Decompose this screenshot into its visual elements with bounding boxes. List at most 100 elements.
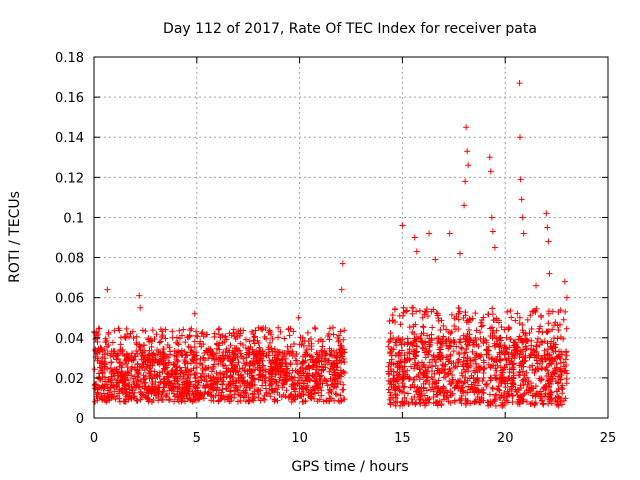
data-point [318, 347, 325, 354]
data-point [534, 390, 541, 397]
data-point [554, 388, 561, 395]
data-point [208, 397, 215, 404]
data-point [546, 270, 553, 277]
data-point [314, 379, 321, 386]
data-point [163, 381, 170, 388]
data-point [329, 324, 336, 331]
data-point [445, 345, 452, 352]
data-point [421, 361, 428, 368]
data-point [499, 375, 506, 382]
data-point [324, 382, 331, 389]
y-tick-label: 0.16 [55, 91, 84, 106]
data-point [105, 329, 112, 336]
data-point [126, 393, 133, 400]
data-point [429, 356, 436, 363]
data-point [226, 388, 233, 395]
data-point [208, 377, 215, 384]
data-point [447, 399, 454, 406]
data-point [148, 389, 155, 396]
data-point [331, 353, 338, 360]
data-point [410, 304, 417, 311]
data-point [390, 334, 397, 341]
data-point [427, 339, 434, 346]
data-point [507, 307, 514, 314]
data-point [439, 340, 446, 347]
data-point [109, 376, 116, 383]
data-point [318, 357, 325, 364]
data-point [193, 356, 200, 363]
data-point [520, 339, 527, 346]
data-point [517, 382, 524, 389]
data-point [555, 402, 562, 409]
data-point [112, 350, 119, 357]
data-point [549, 345, 556, 352]
data-point [117, 377, 124, 384]
data-point [529, 308, 536, 315]
data-point [193, 349, 200, 356]
data-point [275, 369, 282, 376]
data-point [148, 343, 155, 350]
data-point [128, 350, 135, 357]
data-point [210, 386, 217, 393]
data-point [186, 327, 193, 334]
data-point [138, 378, 145, 385]
data-point [409, 329, 416, 336]
data-point [118, 372, 125, 379]
data-point [286, 351, 293, 358]
data-point [288, 394, 295, 401]
data-point [561, 278, 568, 285]
data-point [247, 367, 254, 374]
data-point [216, 325, 223, 332]
data-point [545, 320, 552, 327]
data-point [250, 367, 257, 374]
data-point [338, 352, 345, 359]
data-point [145, 352, 152, 359]
data-point [404, 355, 411, 362]
data-point [419, 339, 426, 346]
data-point [437, 326, 444, 333]
data-point [115, 325, 122, 332]
data-point [307, 356, 314, 363]
data-point [421, 349, 428, 356]
data-point [519, 358, 526, 365]
data-point [290, 328, 297, 335]
data-point [242, 387, 249, 394]
data-point [213, 356, 220, 363]
data-point [296, 379, 303, 386]
data-point [243, 390, 250, 397]
data-point [341, 358, 348, 365]
data-points [91, 80, 570, 409]
data-point [429, 324, 436, 331]
data-point [556, 351, 563, 358]
data-point [539, 400, 546, 407]
data-point [155, 358, 162, 365]
data-point [243, 359, 250, 366]
data-point [474, 382, 481, 389]
data-point [421, 392, 428, 399]
data-point [334, 357, 341, 364]
data-point [501, 378, 508, 385]
data-point [447, 381, 454, 388]
data-point [281, 335, 288, 342]
data-point [208, 392, 215, 399]
data-point [341, 327, 348, 334]
data-point [136, 341, 143, 348]
data-point [154, 360, 161, 367]
data-point [330, 331, 337, 338]
data-point [123, 325, 130, 332]
data-point [528, 380, 535, 387]
data-point [521, 372, 528, 379]
data-point [512, 386, 519, 393]
data-point [536, 325, 543, 332]
data-point [528, 342, 535, 349]
data-point [552, 319, 559, 326]
data-point [246, 351, 253, 358]
data-point [537, 375, 544, 382]
data-point [175, 348, 182, 355]
data-point [455, 349, 462, 356]
data-point [397, 337, 404, 344]
data-point [404, 373, 411, 380]
data-point [217, 334, 224, 341]
data-point [477, 329, 484, 336]
data-point [466, 326, 473, 333]
